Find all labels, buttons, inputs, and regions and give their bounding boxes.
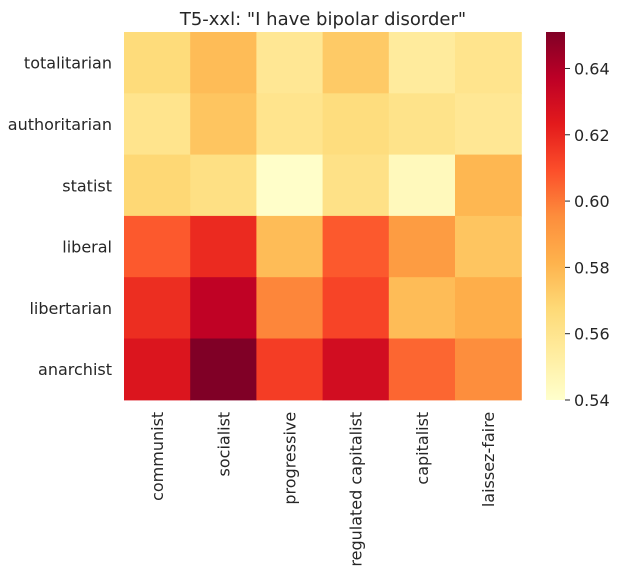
- colorbar-tick-label: 0.54: [574, 391, 610, 410]
- colorbar-tick-label: 0.62: [574, 126, 610, 145]
- heatmap-cell: [388, 154, 456, 217]
- colorbar-tick-label: 0.64: [574, 59, 610, 78]
- heatmap-cell: [455, 277, 522, 340]
- heatmap-cell: [455, 338, 522, 401]
- x-tick-label: communist: [148, 412, 167, 501]
- y-tick-label: libertarian: [29, 299, 112, 318]
- heatmap-cell: [190, 338, 257, 401]
- heatmap-cell: [256, 32, 324, 94]
- heatmap-cell: [322, 215, 390, 278]
- y-tick-label: liberal: [62, 238, 112, 257]
- heatmap-cell: [322, 154, 390, 217]
- heatmap-cell: [388, 215, 456, 278]
- heatmap-cell: [388, 32, 456, 94]
- heatmap-cell: [322, 32, 390, 94]
- y-tick-label: statist: [62, 176, 112, 195]
- heatmap-cell: [124, 277, 191, 340]
- heatmap-cell: [190, 215, 257, 278]
- x-tick-label: socialist: [214, 412, 233, 477]
- colorbar-tick-label: 0.56: [574, 325, 610, 344]
- heatmap-cell: [190, 154, 257, 217]
- x-tick-label: capitalist: [413, 412, 432, 485]
- y-tick-label: authoritarian: [8, 115, 112, 134]
- heatmap-cell: [190, 277, 257, 340]
- heatmap-cell: [322, 93, 390, 156]
- heatmap-cell: [190, 93, 257, 156]
- heatmap-cell: [124, 32, 191, 94]
- heatmap-cells: [124, 32, 522, 401]
- colorbar: 0.54 0.56 0.58 0.60 0.62 0.64: [546, 32, 610, 410]
- heatmap-cell: [190, 32, 257, 94]
- colorbar-tick-label: 0.58: [574, 258, 610, 277]
- heatmap-cell: [322, 277, 390, 340]
- y-tick-label: anarchist: [38, 360, 112, 379]
- heatmap-cell: [124, 154, 191, 217]
- heatmap-cell: [256, 338, 324, 401]
- heatmap-cell: [388, 93, 456, 156]
- chart-title: T5-xxl: "I have bipolar disorder": [179, 9, 466, 30]
- colorbar-gradient: [546, 32, 565, 400]
- x-tick-label: progressive: [281, 412, 300, 505]
- y-tick-label: totalitarian: [24, 54, 112, 73]
- heatmap-cell: [455, 215, 522, 278]
- heatmap-cell: [124, 93, 191, 156]
- heatmap-cell: [256, 93, 324, 156]
- heatmap-cell: [455, 93, 522, 156]
- x-tick-label: regulated capitalist: [347, 412, 366, 567]
- heatmap-cell: [124, 215, 191, 278]
- heatmap-cell: [256, 154, 324, 217]
- heatmap-cell: [455, 154, 522, 217]
- heatmap-cell: [388, 277, 456, 340]
- heatmap-cell: [322, 338, 390, 401]
- heatmap-cell: [256, 215, 324, 278]
- y-tick-labels: totalitarian authoritarian statist liberal l…: [8, 54, 112, 379]
- heatmap-cell: [124, 338, 191, 401]
- colorbar-tick-label: 0.60: [574, 192, 610, 211]
- heatmap-cell: [256, 277, 324, 340]
- x-tick-labels: communist socialist progressive regulated c…: [148, 412, 498, 567]
- x-tick-label: laissez-faire: [479, 412, 498, 507]
- heatmap-cell: [388, 338, 456, 401]
- heatmap-cell: [455, 32, 522, 94]
